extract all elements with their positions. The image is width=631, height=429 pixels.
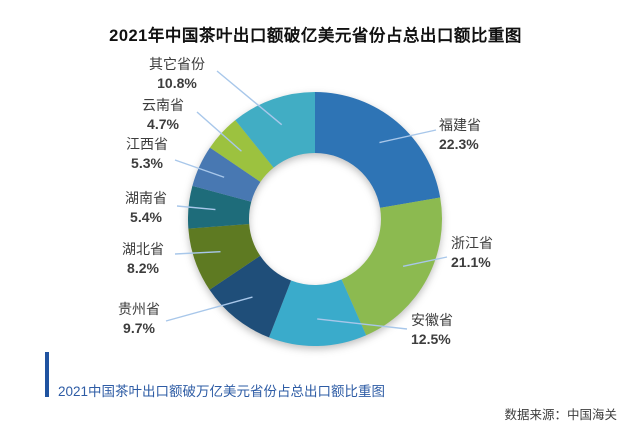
slice-jiangxi [192,147,261,202]
label-name-guizhou: 贵州省 [118,301,160,317]
slice-fujian [315,92,441,208]
label-qita: 其它省份 10.8% [138,55,216,92]
slice-yunnan [209,120,274,182]
label-value-qita: 10.8% [157,75,197,91]
label-fujian: 福建省 22.3% [439,116,481,153]
label-value-hubei: 8.2% [127,260,159,276]
label-name-fujian: 福建省 [439,117,481,133]
leader-line-zhejiang [402,256,448,268]
slice-hunan [188,185,252,229]
leader-line-fujian [379,129,437,144]
label-value-zhejiang: 21.1% [451,254,491,270]
label-value-yunnan: 4.7% [147,116,179,132]
label-name-jiangxi: 江西省 [126,136,168,152]
leader-line-hunan [176,205,216,211]
leader-line-hubei [174,250,221,255]
label-value-anhui: 12.5% [411,331,451,347]
caption-accent-bar [45,352,49,397]
label-name-qita: 其它省份 [149,56,205,72]
slice-qita [235,92,315,168]
label-name-anhui: 安徽省 [411,312,453,328]
slice-guizhou [209,255,292,338]
leader-line-guizhou [165,296,253,322]
label-yunnan: 云南省 4.7% [133,96,193,133]
label-anhui: 安徽省 12.5% [411,311,453,348]
label-name-hunan: 湖南省 [125,190,167,206]
label-name-yunnan: 云南省 [142,97,184,113]
label-hunan: 湖南省 5.4% [116,189,176,226]
label-value-hunan: 5.4% [130,209,162,225]
chart-title: 2021年中国茶叶出口额破亿美元省份占总出口额比重图 [109,27,522,45]
slice-hubei [188,223,261,290]
leader-line-jiangxi [174,159,225,178]
leader-line-anhui [317,318,408,330]
label-value-jiangxi: 5.3% [131,155,163,171]
data-source-text: 数据来源：中国海关 [504,408,617,422]
label-name-zhejiang: 浙江省 [451,235,493,251]
slice-zhejiang [341,197,442,336]
label-hubei: 湖北省 8.2% [113,240,173,277]
label-guizhou: 贵州省 9.7% [109,300,169,337]
leader-line-yunnan [196,111,242,152]
label-zhejiang: 浙江省 21.1% [451,234,493,271]
slice-anhui [268,279,367,346]
label-value-fujian: 22.3% [439,136,479,152]
caption-text: 2021中国茶叶出口额破万亿美元省份占总出口额比重图 [58,384,386,399]
label-value-guizhou: 9.7% [123,320,155,336]
label-jiangxi: 江西省 5.3% [117,135,177,172]
label-name-hubei: 湖北省 [122,241,164,257]
leader-line-qita [216,70,283,126]
